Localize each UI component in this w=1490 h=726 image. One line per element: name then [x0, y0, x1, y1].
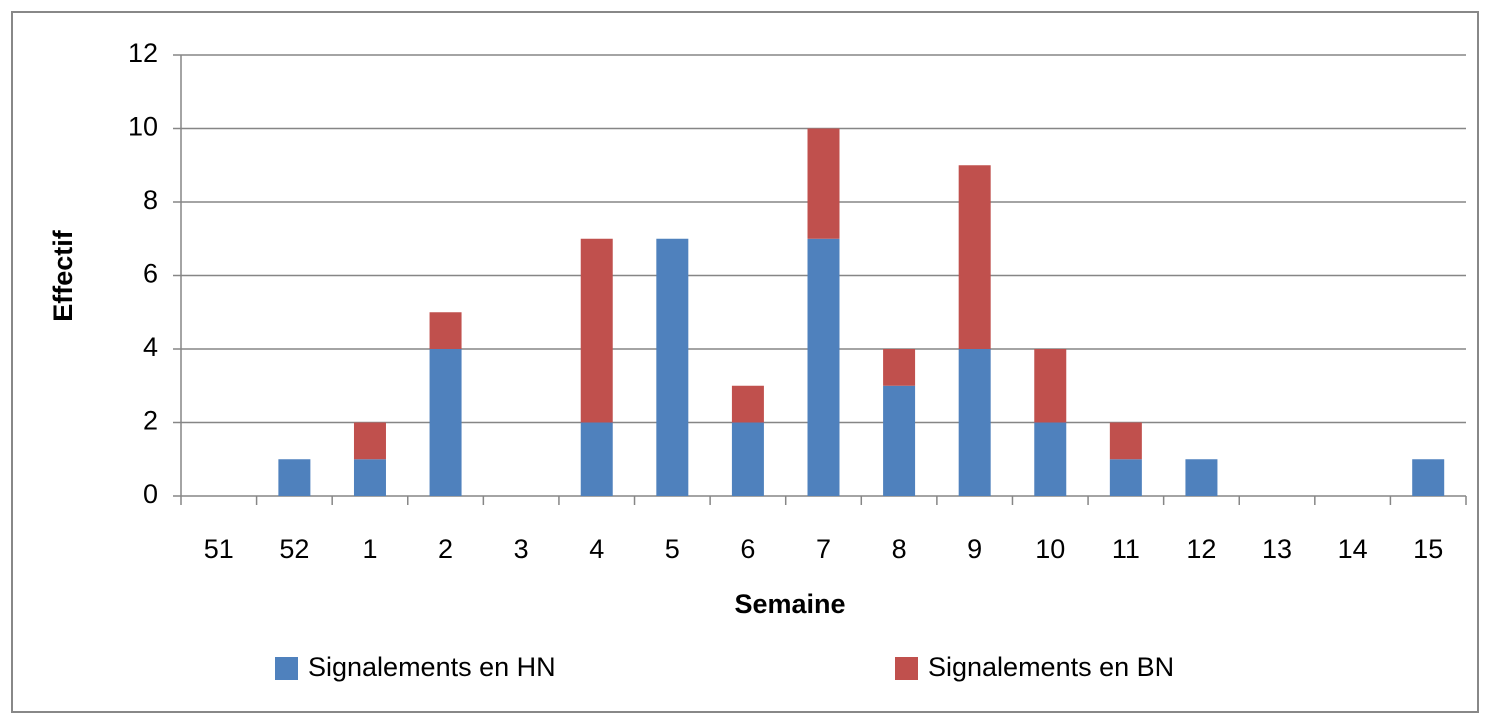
bar-segment [883, 385, 916, 496]
x-tick-label: 3 [514, 534, 529, 564]
x-tick-label: 14 [1338, 534, 1368, 564]
y-tick-label: 6 [143, 259, 158, 289]
bar-segment [807, 238, 840, 496]
bar-segment [807, 128, 840, 239]
y-tick-label: 10 [128, 112, 158, 142]
legend-swatch [275, 657, 298, 680]
x-tick-label: 6 [740, 534, 755, 564]
x-tick-label: 2 [438, 534, 453, 564]
bar-segment [958, 165, 991, 349]
bar-segment [580, 238, 613, 423]
x-tick-label: 1 [362, 534, 377, 564]
y-tick-label: 4 [143, 332, 158, 362]
y-tick-label: 8 [143, 185, 158, 215]
bar-segment [958, 349, 991, 496]
bar-segment [353, 459, 386, 496]
legend-swatch [895, 657, 918, 680]
legend-label: Signalements en HN [308, 652, 556, 682]
x-tick-label: 5 [665, 534, 680, 564]
bar-segment [1109, 422, 1142, 460]
y-tick-label: 2 [143, 406, 158, 436]
bar-segment [580, 422, 613, 496]
bar-segment [1185, 459, 1218, 496]
bar-segment [1034, 422, 1067, 496]
bar-segment [429, 312, 462, 349]
bar-segment [883, 349, 916, 386]
bar-segment [1412, 459, 1445, 496]
bar-segment [731, 422, 764, 496]
y-tick-label: 12 [128, 38, 158, 68]
x-tick-label: 12 [1186, 534, 1216, 564]
x-tick-label: 10 [1035, 534, 1065, 564]
bar-segment [731, 385, 764, 423]
bar-segment [1034, 349, 1067, 423]
bar-segment [353, 422, 386, 460]
x-tick-label: 9 [967, 534, 982, 564]
legend-label: Signalements en BN [928, 652, 1174, 682]
bar-segment [278, 459, 311, 496]
y-axis-title: Effectif [48, 229, 78, 322]
x-tick-label: 51 [204, 534, 234, 564]
bar-segment [429, 349, 462, 496]
bar-segment [656, 238, 689, 496]
x-tick-label: 52 [279, 534, 309, 564]
bar-segment [1109, 459, 1142, 496]
x-axis-title: Semaine [734, 589, 845, 619]
y-tick-label: 0 [143, 479, 158, 509]
x-tick-label: 15 [1413, 534, 1443, 564]
x-tick-label: 4 [589, 534, 604, 564]
x-tick-label: 13 [1262, 534, 1292, 564]
x-tick-label: 11 [1112, 534, 1140, 564]
x-tick-label: 8 [892, 534, 907, 564]
x-tick-label: 7 [816, 534, 831, 564]
